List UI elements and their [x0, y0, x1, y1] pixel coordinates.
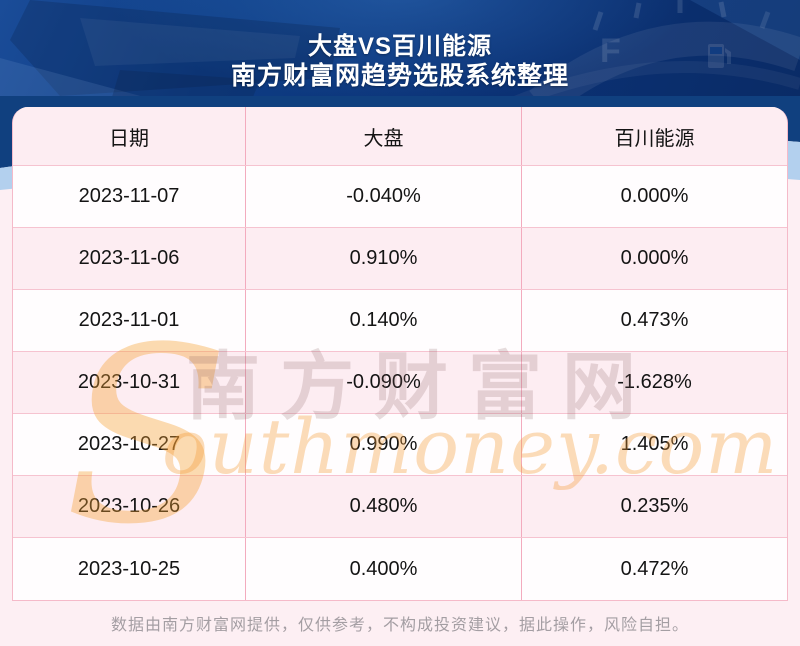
table-row: 2023-10-27 0.990% 1.405% — [13, 414, 787, 476]
stock-change-cell: 0.235% — [521, 476, 787, 537]
date-cell: 2023-11-06 — [78, 247, 180, 269]
date-cell: 2023-10-25 — [77, 557, 181, 580]
page-header: F 大盘VS百川能源 南方财富网趋势选股系统整理 — [0, 0, 800, 104]
table-row: 2023-10-31 -0.090% -1.628% — [13, 352, 787, 414]
market-change-cell: 0.480% — [245, 476, 521, 537]
data-table: 日期 大盘 百川能源 2023-11-07 -0.040% 0.000% 202… — [12, 107, 788, 601]
market-change-cell: 0.140% — [245, 290, 521, 351]
market-change-cell: 0.990% — [245, 414, 521, 475]
date-cell: 2023-10-26 — [77, 495, 181, 517]
table-header-row: 日期 大盘 百川能源 — [13, 107, 787, 166]
stock-change-cell: 0.473% — [521, 290, 787, 351]
date-cell: 2023-10-31 — [77, 371, 181, 393]
table-row: 2023-10-25 0.400% 0.472% — [13, 538, 787, 600]
stock-change-cell: 0.000% — [521, 228, 787, 289]
market-change-cell: -0.040% — [245, 166, 521, 227]
machinery-decor-graphic — [0, 0, 340, 104]
table-row: 2023-11-07 -0.040% 0.000% — [13, 166, 787, 228]
fuel-gauge-decor-graphic: F — [507, 0, 800, 104]
date-cell: 2023-11-01 — [78, 309, 180, 331]
date-cell: 2023-10-27 — [77, 433, 181, 455]
column-header-market: 大盘 — [245, 107, 521, 165]
disclaimer-footer: 数据由南方财富网提供，仅供参考，不构成投资建议，据此操作，风险自担。 — [0, 600, 800, 646]
stock-change-cell: 0.472% — [521, 538, 787, 600]
market-change-cell: 0.400% — [245, 538, 521, 600]
page-title: 大盘VS百川能源 — [307, 33, 492, 60]
gauge-full-letter: F — [600, 32, 621, 70]
fuel-pump-icon — [708, 44, 731, 68]
market-change-cell: 0.910% — [245, 228, 521, 289]
table-row: 2023-11-01 0.140% 0.473% — [13, 290, 787, 352]
table-row: 2023-11-06 0.910% 0.000% — [13, 228, 787, 290]
disclaimer-text: 数据由南方财富网提供，仅供参考，不构成投资建议，据此操作，风险自担。 — [110, 617, 689, 634]
column-header-date: 日期 — [109, 127, 149, 150]
date-cell: 2023-11-07 — [78, 185, 180, 207]
page-subtitle: 南方财富网趋势选股系统整理 — [230, 62, 569, 90]
stock-change-cell: 1.405% — [521, 414, 787, 475]
stock-change-cell: -1.628% — [521, 352, 787, 413]
table-row: 2023-10-26 0.480% 0.235% — [13, 476, 787, 538]
market-change-cell: -0.090% — [245, 352, 521, 413]
stock-change-cell: 0.000% — [521, 166, 787, 227]
column-header-stock: 百川能源 — [521, 107, 787, 165]
